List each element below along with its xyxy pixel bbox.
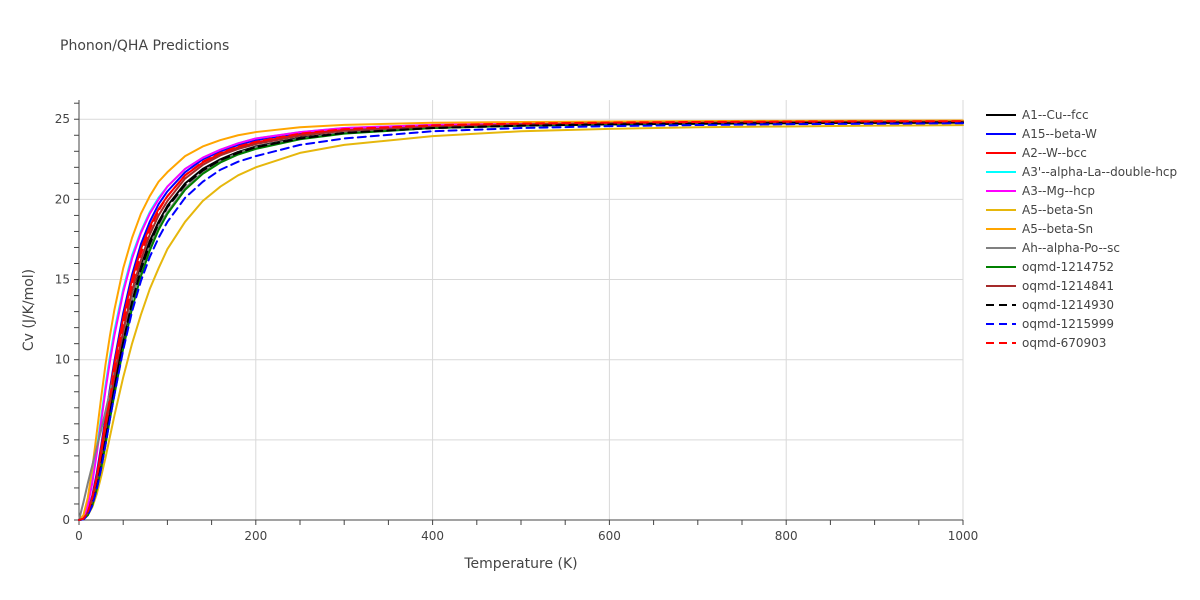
x-tick-label: 200 <box>244 529 267 543</box>
series-line-3 <box>78 120 964 521</box>
y-axis-title: Cv (J/K/mol) <box>21 269 37 351</box>
series-line-1 <box>78 120 964 521</box>
legend-label: A3'--alpha-La--double-hcp <box>1022 165 1177 179</box>
legend-item[interactable]: A3'--alpha-La--double-hcp <box>986 165 1177 179</box>
legend-label: oqmd-1214841 <box>1022 279 1114 293</box>
y-tick-label: 5 <box>62 433 70 447</box>
x-tick-label: 800 <box>775 529 798 543</box>
y-tick-label: 0 <box>62 513 70 527</box>
series-line-7 <box>78 121 964 521</box>
y-tick-label: 15 <box>55 273 70 287</box>
legend-item[interactable]: A5--beta-Sn <box>986 222 1093 236</box>
x-tick-label: 1000 <box>948 529 979 543</box>
legend-item[interactable]: A1--Cu--fcc <box>986 108 1089 122</box>
legend-label: Ah--alpha-Po--sc <box>1022 241 1120 255</box>
series-line-6 <box>78 119 964 521</box>
chart-title: Phonon/QHA Predictions <box>60 38 229 54</box>
legend-item[interactable]: oqmd-1214930 <box>986 298 1114 312</box>
legend-item[interactable]: A3--Mg--hcp <box>986 184 1095 198</box>
series-line-9 <box>78 120 964 521</box>
minor-ticks-layer <box>74 102 964 525</box>
legend-label: oqmd-1214752 <box>1022 260 1114 274</box>
legend-item[interactable]: A5--beta-Sn <box>986 203 1093 217</box>
y-tick-label: 20 <box>55 192 70 206</box>
series-line-11 <box>78 122 964 521</box>
series-line-2 <box>78 120 964 521</box>
legend-item[interactable]: oqmd-1214752 <box>986 260 1114 274</box>
legend-label: A5--beta-Sn <box>1022 203 1093 217</box>
legend-item[interactable]: oqmd-1215999 <box>986 317 1114 331</box>
y-tick-label: 25 <box>55 112 70 126</box>
series-line-12 <box>78 120 964 521</box>
series-line-5 <box>78 124 964 521</box>
legend-label: oqmd-670903 <box>1022 336 1106 350</box>
x-tick-label: 600 <box>598 529 621 543</box>
legend-item[interactable]: A2--W--bcc <box>986 146 1087 160</box>
series-line-8 <box>78 121 964 521</box>
series-line-10 <box>78 121 964 521</box>
series-layer <box>78 119 964 521</box>
legend-label: A3--Mg--hcp <box>1022 184 1095 198</box>
legend-label: A2--W--bcc <box>1022 146 1087 160</box>
legend-label: oqmd-1215999 <box>1022 317 1114 331</box>
series-line-4 <box>78 120 964 521</box>
x-tick-label: 400 <box>421 529 444 543</box>
legend-item[interactable]: A15--beta-W <box>986 127 1097 141</box>
legend: A1--Cu--fcc A15--beta-W A2--W--bcc A3'--alp… <box>986 108 1177 350</box>
legend-item[interactable]: oqmd-1214841 <box>986 279 1114 293</box>
legend-label: A1--Cu--fcc <box>1022 108 1089 122</box>
grid-layer <box>79 100 964 520</box>
legend-label: A15--beta-W <box>1022 127 1097 141</box>
y-tick-label: 10 <box>55 353 70 367</box>
legend-item[interactable]: Ah--alpha-Po--sc <box>986 241 1120 255</box>
tick-labels-layer: 0 200 400 600 800 1000 0 5 10 15 20 25 <box>55 112 979 543</box>
legend-label: oqmd-1214930 <box>1022 298 1114 312</box>
legend-item[interactable]: oqmd-670903 <box>986 336 1106 350</box>
series-line-0 <box>78 121 964 521</box>
x-tick-label: 0 <box>75 529 83 543</box>
x-axis-title: Temperature (K) <box>463 556 577 572</box>
legend-label: A5--beta-Sn <box>1022 222 1093 236</box>
